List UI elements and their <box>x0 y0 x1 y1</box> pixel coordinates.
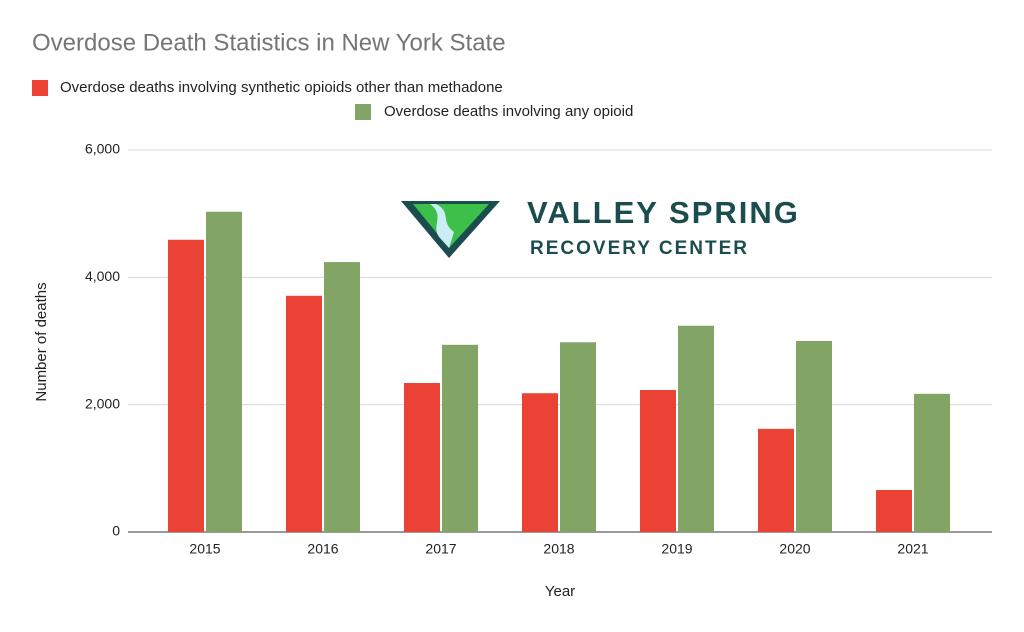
x-tick-label: 2017 <box>425 541 456 557</box>
x-tick-label: 2021 <box>897 541 928 557</box>
legend-label: Overdose deaths involving synthetic opio… <box>60 79 503 96</box>
y-axis-label: Number of deaths <box>33 282 50 401</box>
x-axis-label: Year <box>545 583 575 600</box>
bar <box>168 239 204 532</box>
bar <box>286 295 322 532</box>
bar <box>914 393 950 532</box>
x-tick-label: 2020 <box>779 541 810 557</box>
bar <box>640 390 676 532</box>
y-tick-label: 6,000 <box>85 141 120 157</box>
bar <box>404 383 440 532</box>
bar <box>560 342 596 532</box>
x-tick-label: 2015 <box>189 541 220 557</box>
logo-mark <box>413 204 489 248</box>
x-tick-label: 2016 <box>307 541 338 557</box>
legend-swatch <box>32 80 48 96</box>
legend-label: Overdose deaths involving any opioid <box>384 103 633 120</box>
y-tick-label: 0 <box>112 523 120 539</box>
logo-river <box>430 204 454 248</box>
x-tick-label: 2018 <box>543 541 574 557</box>
y-tick-label: 2,000 <box>85 395 120 411</box>
bar <box>758 428 794 532</box>
legend-swatch <box>355 104 371 120</box>
logo: VALLEY SPRING RECOVERY CENTER <box>401 195 800 259</box>
y-tick-label: 4,000 <box>85 268 120 284</box>
chart-title: Overdose Death Statistics in New York St… <box>32 29 506 56</box>
bar <box>876 489 912 532</box>
bar <box>206 211 242 533</box>
logo-subtitle: RECOVERY CENTER <box>530 238 749 259</box>
bar <box>678 325 714 532</box>
bar <box>522 393 558 532</box>
bar <box>442 344 478 532</box>
logo-name: VALLEY SPRING <box>527 195 800 230</box>
x-tick-label: 2019 <box>661 541 692 557</box>
bar <box>796 341 832 532</box>
bar <box>324 262 360 532</box>
